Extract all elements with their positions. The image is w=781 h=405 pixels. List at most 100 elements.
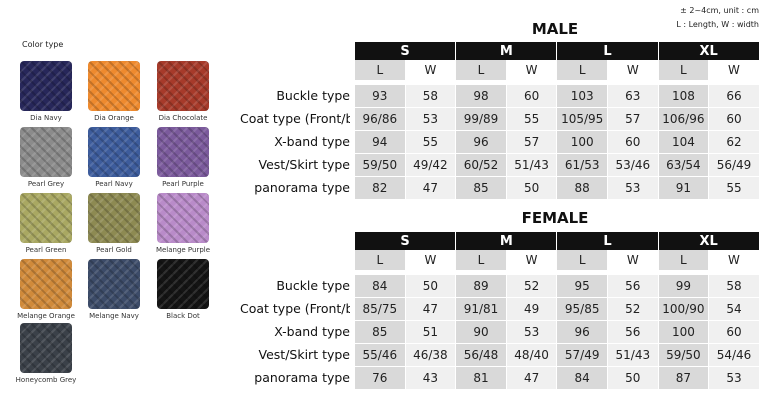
cell: 66 bbox=[709, 85, 760, 107]
cell: 95/85 bbox=[557, 298, 608, 320]
cell: 53/46 bbox=[608, 154, 659, 176]
sub-header: W bbox=[506, 60, 558, 80]
cell: 103 bbox=[557, 85, 608, 107]
size-header: XL bbox=[658, 232, 760, 250]
size-header: L bbox=[557, 42, 659, 60]
cell: 81 bbox=[456, 367, 507, 389]
cell: 50 bbox=[608, 367, 659, 389]
swatch-label: Dia Chocolate bbox=[158, 114, 208, 122]
swatch-label: Pearl Grey bbox=[27, 180, 65, 188]
cell: 91/81 bbox=[456, 298, 507, 320]
sub-header: L bbox=[456, 250, 507, 270]
cell: 91 bbox=[658, 177, 710, 199]
cell: 60 bbox=[506, 85, 558, 107]
sub-header: L bbox=[557, 250, 608, 270]
sub-header: W bbox=[608, 60, 659, 80]
cell: 57 bbox=[506, 131, 558, 153]
cell: 76 bbox=[355, 367, 406, 389]
cell: 100/90 bbox=[658, 298, 710, 320]
cell: 53 bbox=[506, 321, 558, 343]
swatch-label: Melange Navy bbox=[89, 312, 139, 320]
cell: 60 bbox=[709, 108, 760, 130]
cell: 104 bbox=[658, 131, 710, 153]
swatch bbox=[157, 61, 209, 111]
row-label: Coat type (Front/back) bbox=[240, 301, 350, 316]
cell: 51/43 bbox=[608, 344, 659, 366]
cell: 56/48 bbox=[456, 344, 507, 366]
cell: 47 bbox=[405, 177, 457, 199]
cell: 108 bbox=[658, 85, 710, 107]
cell: 99 bbox=[658, 275, 710, 297]
row-label: Buckle type bbox=[276, 278, 350, 293]
cell: 84 bbox=[355, 275, 406, 297]
cell: 96/86 bbox=[355, 108, 406, 130]
swatch-label: Honeycomb Grey bbox=[15, 376, 77, 384]
swatch-label: Melange Orange bbox=[17, 312, 75, 320]
swatch bbox=[20, 61, 72, 111]
swatch-label: Pearl Green bbox=[25, 246, 67, 254]
cell: 47 bbox=[405, 298, 457, 320]
row-label: panorama type bbox=[254, 180, 350, 195]
cell: 51/43 bbox=[506, 154, 558, 176]
swatch bbox=[20, 323, 72, 373]
cell: 98 bbox=[456, 85, 507, 107]
cell: 53 bbox=[405, 108, 457, 130]
swatch bbox=[20, 259, 72, 309]
cell: 63/54 bbox=[658, 154, 710, 176]
swatch bbox=[88, 127, 140, 177]
swatch bbox=[88, 61, 140, 111]
swatch bbox=[20, 127, 72, 177]
cell: 52 bbox=[608, 298, 659, 320]
table-title: MALE bbox=[531, 20, 579, 38]
swatch-label: Melange Purple bbox=[155, 246, 211, 254]
size-header: M bbox=[456, 42, 558, 60]
legend-title: Color type bbox=[22, 40, 64, 49]
cell: 85 bbox=[456, 177, 507, 199]
cell: 49/42 bbox=[405, 154, 457, 176]
cell: 60 bbox=[608, 131, 659, 153]
cell: 60 bbox=[709, 321, 760, 343]
sub-header: L bbox=[658, 250, 710, 270]
note: ± 2~4cm, unit : cm bbox=[680, 6, 759, 15]
swatch-label: Pearl Gold bbox=[96, 246, 132, 254]
swatch-label: Dia Navy bbox=[30, 114, 62, 122]
cell: 53 bbox=[709, 367, 760, 389]
swatch-label: Pearl Navy bbox=[95, 180, 133, 188]
cell: 55/46 bbox=[355, 344, 406, 366]
sub-header: W bbox=[709, 250, 760, 270]
cell: 55 bbox=[506, 108, 558, 130]
cell: 100 bbox=[658, 321, 710, 343]
sub-header: W bbox=[405, 60, 457, 80]
cell: 62 bbox=[709, 131, 760, 153]
cell: 96 bbox=[456, 131, 507, 153]
cell: 89 bbox=[456, 275, 507, 297]
swatch bbox=[157, 127, 209, 177]
size-header: M bbox=[456, 232, 558, 250]
row-label: Vest/Skirt type bbox=[258, 347, 350, 362]
cell: 100 bbox=[557, 131, 608, 153]
row-label: Coat type (Front/back) bbox=[240, 111, 350, 126]
size-header: L bbox=[557, 232, 659, 250]
cell: 43 bbox=[405, 367, 457, 389]
cell: 50 bbox=[405, 275, 457, 297]
cell: 88 bbox=[557, 177, 608, 199]
cell: 54/46 bbox=[709, 344, 760, 366]
sub-header: L bbox=[355, 60, 406, 80]
swatch bbox=[20, 193, 72, 243]
sub-header: W bbox=[506, 250, 558, 270]
sub-header: W bbox=[405, 250, 457, 270]
sub-header: L bbox=[355, 250, 406, 270]
cell: 93 bbox=[355, 85, 406, 107]
row-label: X-band type bbox=[274, 134, 350, 149]
swatch bbox=[88, 259, 140, 309]
cell: 49 bbox=[506, 298, 558, 320]
swatch bbox=[157, 193, 209, 243]
sub-header: L bbox=[456, 60, 507, 80]
cell: 51 bbox=[405, 321, 457, 343]
cell: 85/75 bbox=[355, 298, 406, 320]
table-title: FEMALE bbox=[521, 209, 589, 227]
cell: 59/50 bbox=[355, 154, 406, 176]
cell: 105/95 bbox=[557, 108, 608, 130]
cell: 54 bbox=[709, 298, 760, 320]
